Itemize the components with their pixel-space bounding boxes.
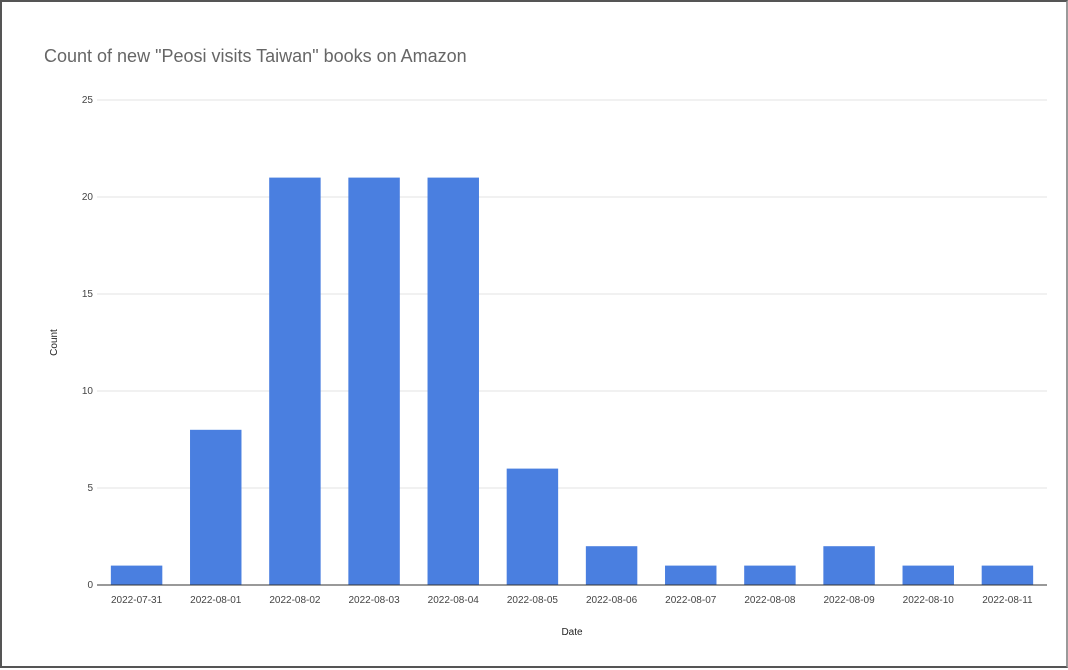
x-tick-label: 2022-08-02 (269, 595, 321, 606)
x-tick-label: 2022-08-08 (744, 595, 796, 606)
x-tick-label: 2022-08-04 (428, 595, 480, 606)
bar (665, 565, 717, 585)
bar (902, 565, 954, 585)
bars (110, 177, 1034, 585)
x-tick-labels: 2022-07-31 2022-08-01 2022-08-02 2022-08-03… (111, 595, 1033, 606)
x-tick-label: 2022-08-06 (586, 595, 638, 606)
y-tick-label: 10 (82, 386, 94, 397)
x-tick-label: 2022-08-01 (190, 595, 242, 606)
bar (110, 565, 163, 585)
y-tick-label: 25 (82, 95, 94, 106)
y-tick-label: 0 (87, 580, 93, 591)
x-tick-label: 2022-08-07 (665, 595, 717, 606)
y-tick-label: 15 (82, 289, 94, 300)
x-tick-label: 2022-08-10 (903, 595, 955, 606)
chart-title: Count of new "Peosi visits Taiwan" books… (44, 46, 467, 66)
bar (981, 565, 1034, 585)
bar (427, 177, 479, 585)
y-tick-label: 20 (82, 192, 94, 203)
x-tick-label: 2022-08-09 (824, 595, 876, 606)
bar (585, 546, 638, 585)
bar (744, 565, 796, 585)
gridlines (97, 99, 1047, 489)
x-tick-label: 2022-08-05 (507, 595, 559, 606)
bar (269, 177, 321, 585)
x-tick-label: 2022-07-31 (111, 595, 163, 606)
y-tick-label: 5 (87, 483, 93, 494)
bar (190, 429, 242, 585)
y-tick-labels: 0 5 10 15 20 25 (82, 95, 94, 591)
bar (506, 468, 559, 585)
x-tick-label: 2022-08-11 (982, 595, 1033, 606)
x-axis-title: Date (561, 627, 583, 638)
y-axis-title: Count (49, 329, 60, 356)
bar (823, 546, 875, 585)
x-tick-label: 2022-08-03 (349, 595, 401, 606)
bar (348, 177, 400, 585)
